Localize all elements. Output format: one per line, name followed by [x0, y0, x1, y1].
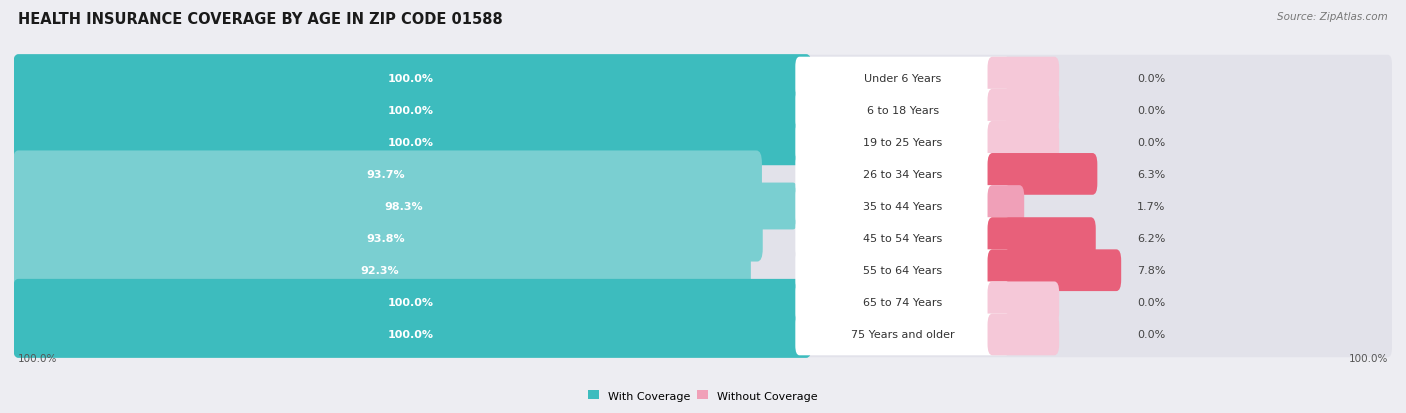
Text: 0.0%: 0.0% [1137, 298, 1166, 308]
FancyBboxPatch shape [13, 311, 811, 358]
FancyBboxPatch shape [987, 218, 1095, 259]
Text: 65 to 74 Years: 65 to 74 Years [863, 298, 942, 308]
FancyBboxPatch shape [14, 312, 1392, 357]
FancyBboxPatch shape [987, 186, 1024, 227]
Text: 19 to 25 Years: 19 to 25 Years [863, 138, 942, 147]
Text: 100.0%: 100.0% [1348, 353, 1388, 363]
Text: 93.8%: 93.8% [367, 233, 405, 244]
FancyBboxPatch shape [14, 120, 1392, 165]
FancyBboxPatch shape [13, 151, 762, 198]
Text: 92.3%: 92.3% [360, 266, 399, 275]
FancyBboxPatch shape [13, 183, 799, 230]
Text: 100.0%: 100.0% [387, 105, 433, 115]
FancyBboxPatch shape [987, 57, 1059, 99]
Text: 0.0%: 0.0% [1137, 330, 1166, 339]
FancyBboxPatch shape [13, 279, 811, 326]
Text: 1.7%: 1.7% [1137, 202, 1166, 211]
Text: 6.3%: 6.3% [1137, 169, 1166, 180]
Text: 7.8%: 7.8% [1137, 266, 1166, 275]
Text: 0.0%: 0.0% [1137, 105, 1166, 115]
FancyBboxPatch shape [987, 90, 1059, 131]
FancyBboxPatch shape [796, 314, 1011, 356]
FancyBboxPatch shape [987, 121, 1059, 163]
FancyBboxPatch shape [13, 119, 811, 166]
FancyBboxPatch shape [13, 215, 762, 262]
Text: 6 to 18 Years: 6 to 18 Years [866, 105, 939, 115]
Text: 45 to 54 Years: 45 to 54 Years [863, 233, 942, 244]
FancyBboxPatch shape [14, 56, 1392, 101]
FancyBboxPatch shape [14, 152, 1392, 197]
FancyBboxPatch shape [13, 55, 811, 102]
Text: 26 to 34 Years: 26 to 34 Years [863, 169, 942, 180]
Text: 0.0%: 0.0% [1137, 138, 1166, 147]
FancyBboxPatch shape [987, 314, 1059, 356]
Text: 100.0%: 100.0% [387, 138, 433, 147]
FancyBboxPatch shape [14, 184, 1392, 229]
Text: 55 to 64 Years: 55 to 64 Years [863, 266, 942, 275]
FancyBboxPatch shape [796, 121, 1011, 163]
FancyBboxPatch shape [796, 218, 1011, 259]
FancyBboxPatch shape [796, 250, 1011, 292]
Text: 98.3%: 98.3% [384, 202, 423, 211]
Text: 93.7%: 93.7% [366, 169, 405, 180]
Text: 100.0%: 100.0% [387, 74, 433, 83]
FancyBboxPatch shape [796, 282, 1011, 323]
Legend: With Coverage, Without Coverage: With Coverage, Without Coverage [583, 386, 823, 405]
FancyBboxPatch shape [13, 247, 751, 294]
Text: 6.2%: 6.2% [1137, 233, 1166, 244]
FancyBboxPatch shape [14, 248, 1392, 293]
FancyBboxPatch shape [796, 186, 1011, 227]
Text: 100.0%: 100.0% [18, 353, 58, 363]
FancyBboxPatch shape [796, 57, 1011, 99]
Text: 100.0%: 100.0% [387, 298, 433, 308]
FancyBboxPatch shape [987, 250, 1121, 292]
Text: Source: ZipAtlas.com: Source: ZipAtlas.com [1277, 12, 1388, 22]
FancyBboxPatch shape [987, 154, 1097, 195]
FancyBboxPatch shape [13, 87, 811, 134]
FancyBboxPatch shape [14, 216, 1392, 261]
Text: HEALTH INSURANCE COVERAGE BY AGE IN ZIP CODE 01588: HEALTH INSURANCE COVERAGE BY AGE IN ZIP … [18, 12, 503, 27]
FancyBboxPatch shape [14, 280, 1392, 325]
Text: 35 to 44 Years: 35 to 44 Years [863, 202, 942, 211]
Text: Under 6 Years: Under 6 Years [865, 74, 942, 83]
Text: 0.0%: 0.0% [1137, 74, 1166, 83]
Text: 75 Years and older: 75 Years and older [851, 330, 955, 339]
FancyBboxPatch shape [796, 90, 1011, 131]
FancyBboxPatch shape [796, 154, 1011, 195]
FancyBboxPatch shape [14, 88, 1392, 133]
FancyBboxPatch shape [987, 282, 1059, 323]
Text: 100.0%: 100.0% [387, 330, 433, 339]
